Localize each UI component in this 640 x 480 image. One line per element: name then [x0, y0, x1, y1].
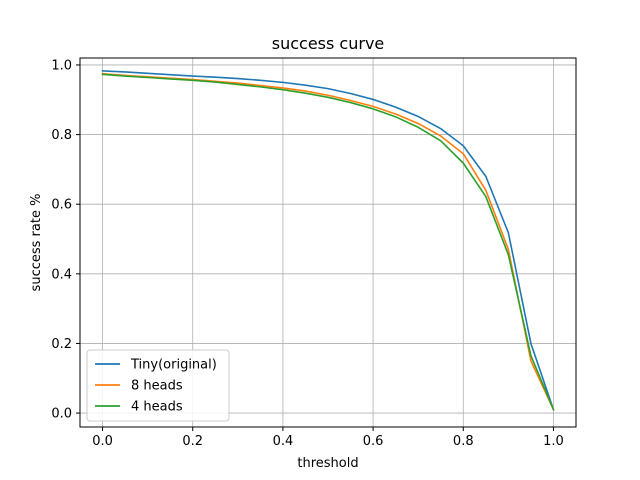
- y-tick-label: 0.8: [51, 128, 72, 143]
- chart-title: success curve: [272, 34, 385, 53]
- series-lines: [101, 70, 555, 411]
- series-line-4-heads: [101, 73, 555, 411]
- plot-frame: [79, 57, 577, 428]
- y-tick-label: 0.0: [51, 407, 72, 422]
- legend-box: [86, 349, 230, 422]
- grid: [80, 58, 576, 427]
- x-tick-label: 0.6: [363, 434, 384, 449]
- y-tick-label: 0.2: [51, 337, 72, 352]
- legend-label: 8 heads: [131, 379, 183, 394]
- legend-label: 4 heads: [131, 400, 183, 415]
- x-tick-label: 1.0: [543, 434, 564, 449]
- axis-ticks: 0.0 0.2 0.4 0.6 0.8 1.0 0.0 0.2 0.4 0.6 0.8 1.0: [51, 58, 563, 449]
- y-tick-label: 1.0: [51, 58, 72, 73]
- x-tick-label: 0.4: [273, 434, 294, 449]
- legend-label: Tiny(original): [130, 358, 217, 373]
- x-tick-label: 0.0: [92, 434, 113, 449]
- legend: Tiny(original) 8 heads 4 heads: [86, 349, 230, 422]
- y-axis-label: success rate %: [29, 194, 44, 292]
- y-tick-label: 0.4: [51, 267, 72, 282]
- x-tick-label: 0.8: [453, 434, 474, 449]
- x-axis-label: threshold: [297, 456, 358, 471]
- x-tick-label: 0.2: [182, 434, 203, 449]
- series-line-tiny-original: [101, 70, 555, 411]
- y-tick-label: 0.6: [51, 198, 72, 213]
